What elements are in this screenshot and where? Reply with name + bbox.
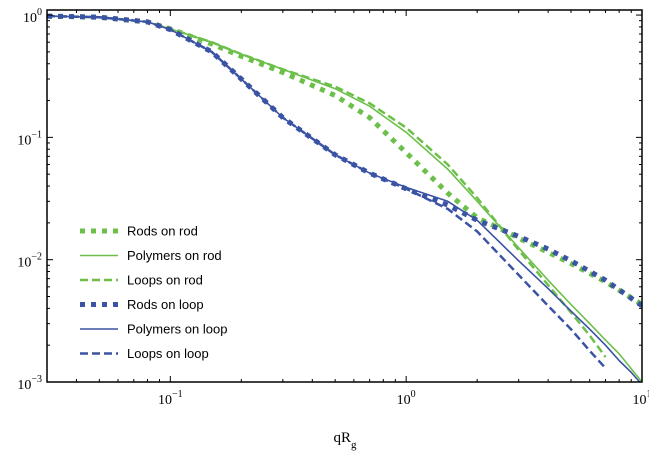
y-tick-label-3: 10−3 xyxy=(17,374,42,393)
y-tick-label-2: 10−2 xyxy=(17,252,42,271)
x-tick-label-2: 101 xyxy=(633,389,649,408)
y-tick-label-0: 100 xyxy=(23,7,42,26)
legend-label-2: Loops on rod xyxy=(127,273,203,288)
x-axis-title-sub: g xyxy=(351,439,357,451)
plot-frame xyxy=(46,9,643,383)
series-line-0 xyxy=(47,13,642,307)
x-tick-label-0: 10−1 xyxy=(158,389,183,408)
x-tick-label-1: 100 xyxy=(397,389,416,408)
ticks-layer: 10−1 100 101 100 10−1 10−2 10−3 xyxy=(17,7,649,408)
legend-label-3: Rods on loop xyxy=(127,297,204,312)
legend: Rods on rod Polymers on rod Loops on rod Ro… xyxy=(80,224,227,361)
legend-label-1: Polymers on rod xyxy=(127,248,222,263)
legend-label-5: Loops on loop xyxy=(127,346,209,361)
y-tick-label-1: 10−1 xyxy=(17,129,42,148)
series-layer xyxy=(47,13,642,382)
legend-label-4: Polymers on loop xyxy=(127,322,227,337)
legend-label-0: Rods on rod xyxy=(127,224,198,239)
x-axis-title-main: qR xyxy=(333,430,351,446)
series-line-2 xyxy=(47,14,607,358)
x-axis-title: qRg xyxy=(333,430,357,451)
series-line-5 xyxy=(47,14,607,369)
